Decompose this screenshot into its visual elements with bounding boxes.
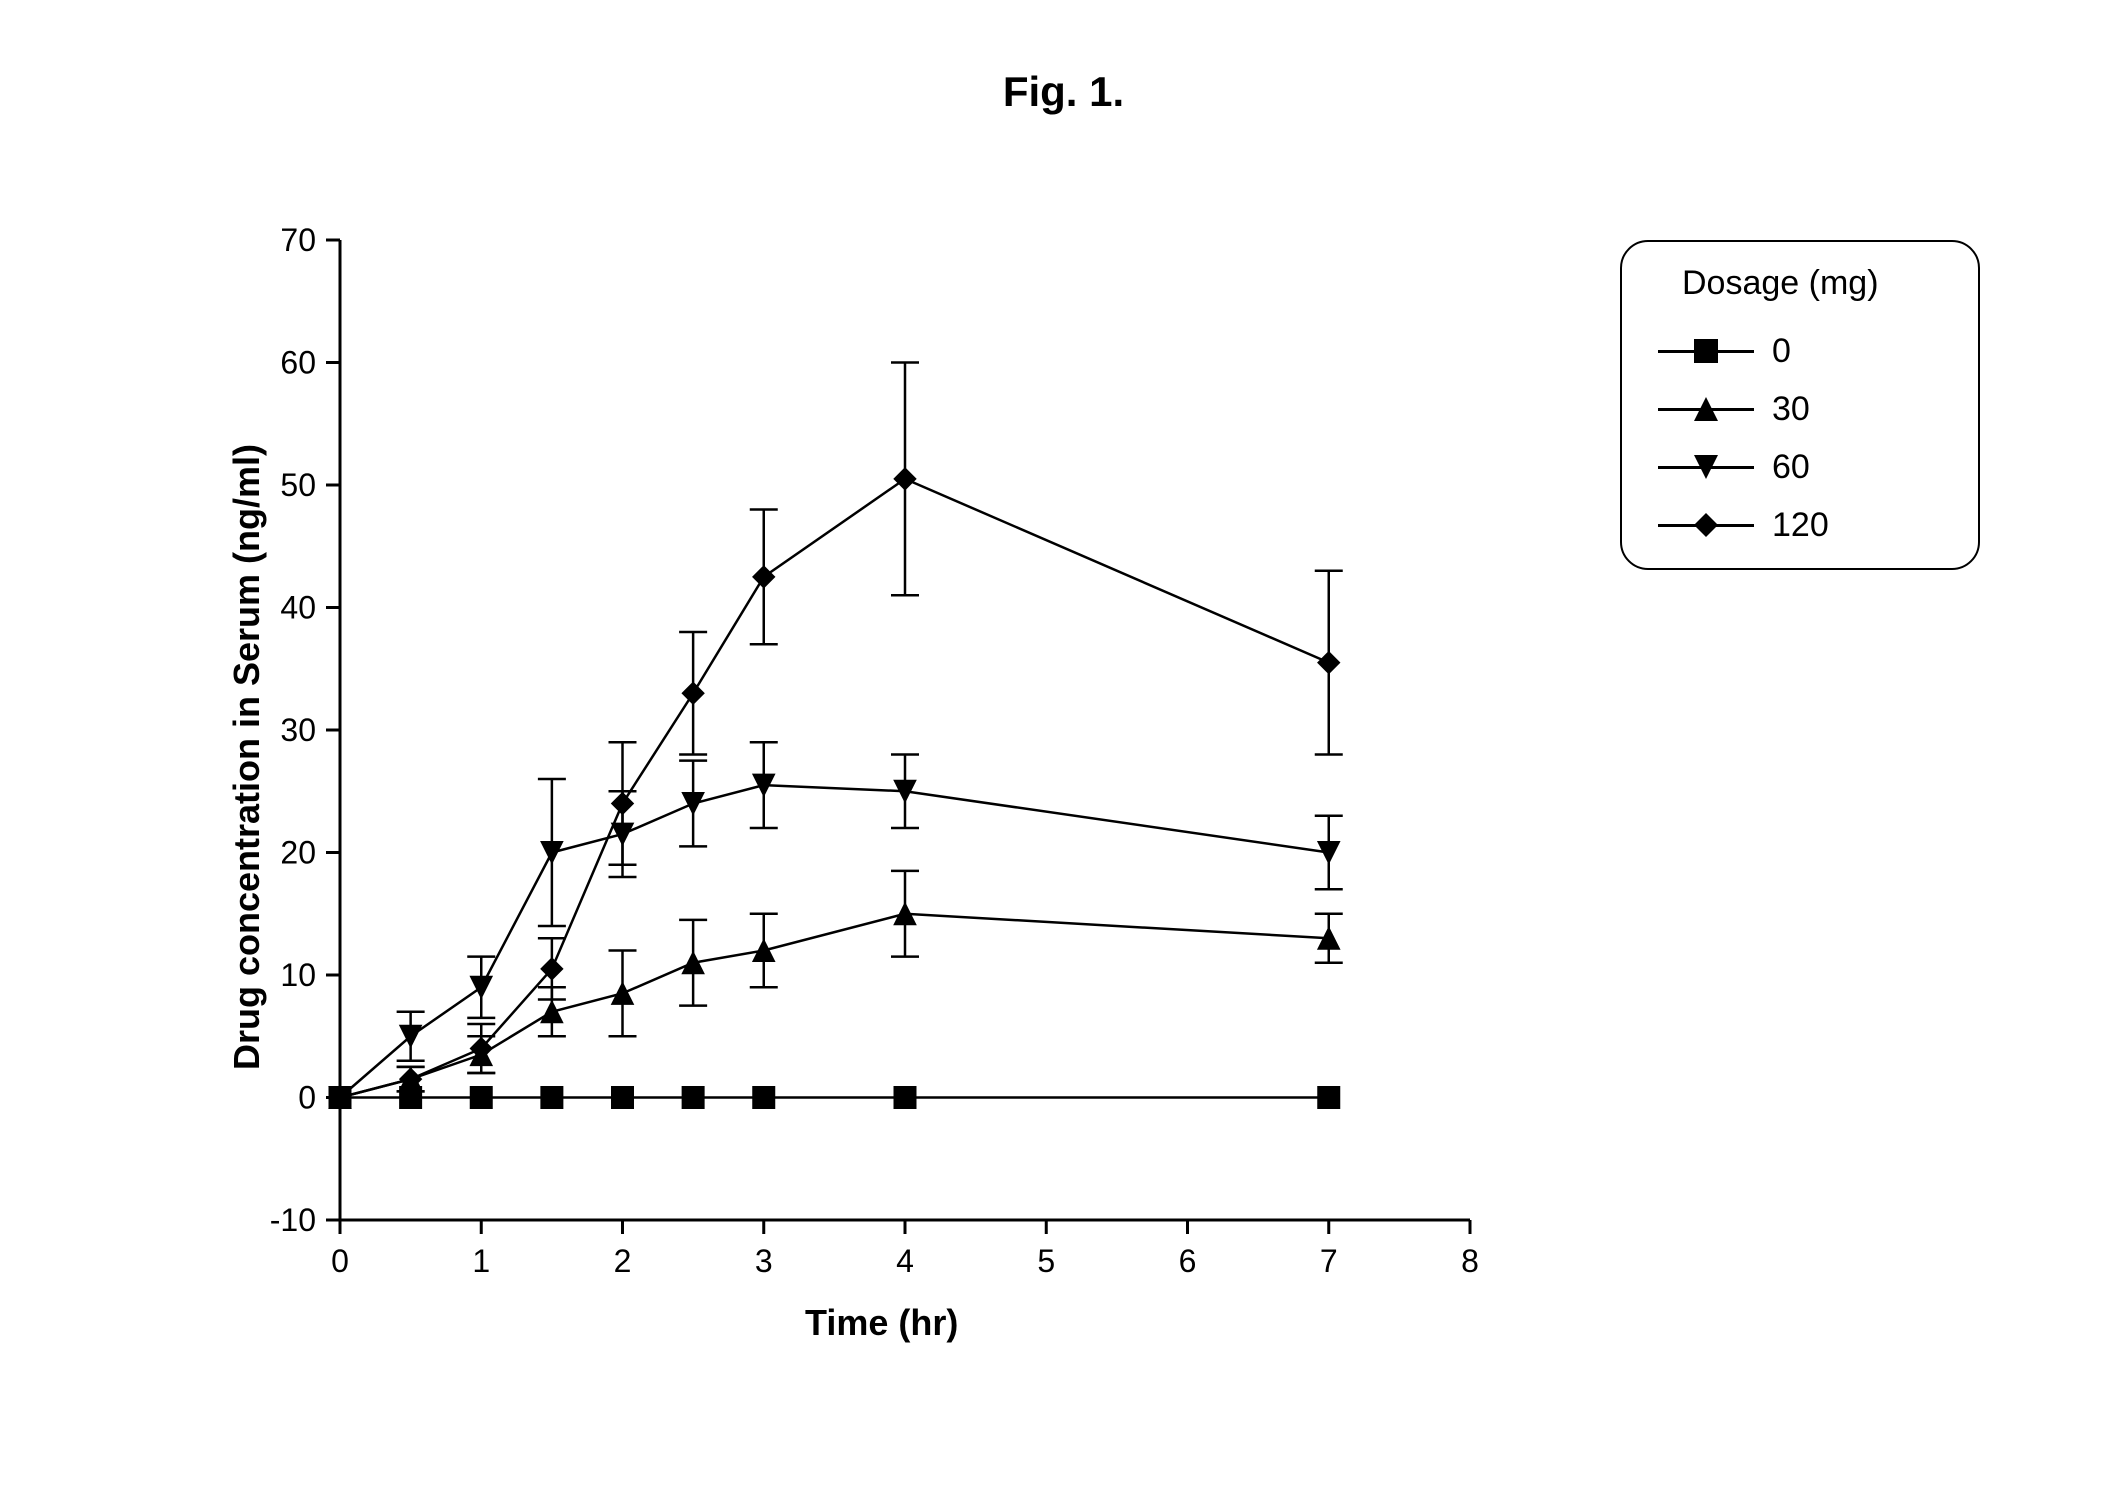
legend-item: 120 <box>1622 496 1978 554</box>
legend-marker-icon <box>1692 453 1720 481</box>
legend-item: 0 <box>1622 322 1978 380</box>
svg-text:5: 5 <box>1037 1243 1055 1279</box>
legend-marker-icon <box>1692 511 1720 539</box>
svg-text:2: 2 <box>614 1243 632 1279</box>
svg-text:10: 10 <box>280 957 316 993</box>
legend-item: 30 <box>1622 380 1978 438</box>
legend-label: 120 <box>1772 506 1829 545</box>
legend-label: 30 <box>1772 390 1810 429</box>
svg-text:40: 40 <box>280 590 316 626</box>
figure-title: Fig. 1. <box>0 68 2127 116</box>
x-axis-title: Time (hr) <box>805 1302 958 1344</box>
legend-marker-icon <box>1692 395 1720 423</box>
legend: Dosage (mg) 0 30 60 120 <box>1620 240 1980 570</box>
legend-marker-icon <box>1692 337 1720 365</box>
svg-text:3: 3 <box>755 1243 773 1279</box>
svg-text:50: 50 <box>280 467 316 503</box>
svg-text:20: 20 <box>280 835 316 871</box>
svg-text:8: 8 <box>1461 1243 1479 1279</box>
legend-title: Dosage (mg) <box>1682 264 1879 303</box>
svg-text:1: 1 <box>472 1243 490 1279</box>
svg-text:60: 60 <box>280 345 316 381</box>
svg-text:70: 70 <box>280 222 316 258</box>
svg-text:-10: -10 <box>270 1202 316 1238</box>
svg-text:6: 6 <box>1179 1243 1197 1279</box>
svg-text:30: 30 <box>280 712 316 748</box>
svg-text:4: 4 <box>896 1243 914 1279</box>
y-axis-title: Drug concentration in Serum (ng/ml) <box>226 444 268 1070</box>
legend-label: 0 <box>1772 332 1791 371</box>
svg-text:7: 7 <box>1320 1243 1338 1279</box>
chart: 0 1 2 3 4 5 6 7 8 -10 0 10 20 30 40 50 60 70 <box>190 220 1530 1360</box>
legend-item: 60 <box>1622 438 1978 496</box>
svg-text:0: 0 <box>298 1080 316 1116</box>
legend-label: 60 <box>1772 448 1810 487</box>
figure-stage: Fig. 1. 0 1 2 3 4 5 6 7 8 -10 0 10 20 30 40 50 60 70 Dosa… <box>0 0 2127 1506</box>
svg-text:0: 0 <box>331 1243 349 1279</box>
